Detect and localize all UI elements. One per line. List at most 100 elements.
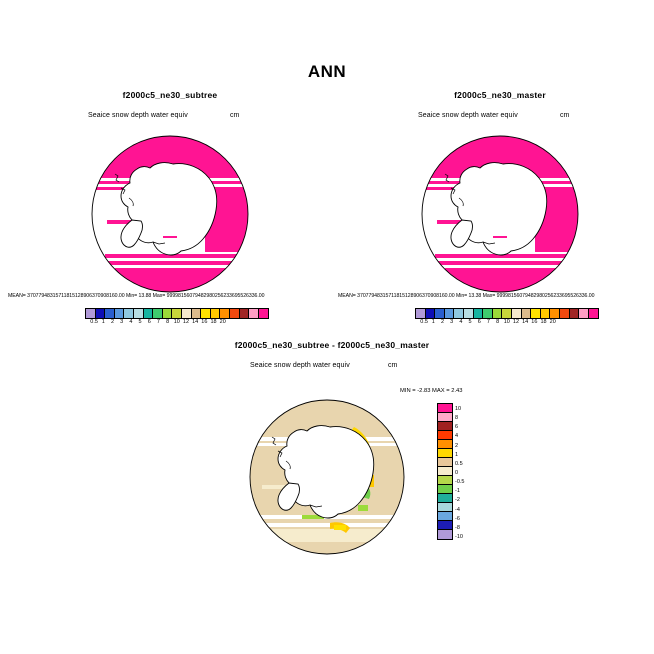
page-title: ANN (307, 62, 347, 81)
colorbar-tick: 18 (210, 319, 217, 325)
colorbar-tick: 0.5 (420, 319, 428, 325)
colorbar-swatch (220, 309, 230, 318)
colorbar-swatch (425, 309, 436, 318)
colorbar-swatch (473, 309, 484, 318)
colorbar-swatch (95, 309, 106, 318)
colorbar-swatch (438, 485, 452, 494)
colorbar-tick: -10 (455, 533, 463, 540)
map-subtree (85, 132, 255, 297)
colorbar-difference (437, 403, 453, 540)
colorbar-swatch (502, 309, 512, 318)
colorbar-tick: 12 (512, 319, 520, 325)
colorbar-swatch (550, 309, 560, 318)
colorbar-swatch (258, 309, 269, 318)
colorbar-tick: 10 (455, 406, 462, 412)
colorbar-swatch (105, 309, 115, 318)
colorbar-swatch (454, 309, 464, 318)
colorbar-tick: 8 (455, 415, 459, 422)
colorbar-swatch (153, 309, 163, 318)
panel-subtree-title: f2000c5_ne30_subtree (122, 90, 218, 100)
colorbar-tick: 7 (156, 319, 160, 325)
colorbar-swatch (569, 309, 580, 318)
colorbar-tick: 10 (173, 319, 180, 325)
panel-master-units: cm (560, 112, 570, 119)
colorbar-tick: -4 (455, 506, 460, 513)
panel-subtree: f2000c5_ne30_subtree Seaice snow depth w… (8, 90, 305, 330)
panel-difference-units: cm (388, 362, 398, 369)
colorbar-master-labels: 0.5 1 2 3 4 5 6 7 8 10 12 14 16 18 20 (420, 319, 558, 325)
colorbar-tick: 4 (455, 433, 459, 440)
colorbar-swatch (191, 309, 202, 318)
colorbar-swatch (444, 309, 455, 318)
panel-master-variable-label: Seaice snow depth water equiv (418, 112, 518, 119)
colorbar-swatch (229, 309, 240, 318)
colorbar-swatch (133, 309, 144, 318)
colorbar-swatch (416, 309, 426, 318)
colorbar-swatch (531, 309, 541, 318)
colorbar-tick: 1 (431, 319, 435, 325)
panel-subtree-stats: MEAN= 37077948315711815128906370908160.0… (8, 293, 265, 299)
colorbar-swatch (438, 476, 452, 485)
colorbar-tick: 8 (166, 319, 170, 325)
colorbar-tick: -1 (455, 488, 460, 495)
colorbar-swatch (162, 309, 173, 318)
colorbar-swatch (438, 413, 452, 422)
colorbar-tick: 20 (219, 319, 226, 325)
colorbar-tick: 2 (440, 319, 444, 325)
colorbar-swatch (114, 309, 125, 318)
panel-difference-variable-label: Seaice snow depth water equiv (250, 362, 350, 369)
colorbar-tick: 0.5 (455, 460, 463, 467)
colorbar-swatch (588, 309, 599, 318)
colorbar-tick: -6 (455, 515, 460, 522)
colorbar-tick: 14 (522, 319, 529, 325)
panel-subtree-variable-label: Seaice snow depth water equiv (88, 112, 188, 119)
colorbar-subtree-labels: 0.5 1 2 3 4 5 6 7 8 10 12 14 16 18 20 (90, 319, 228, 325)
colorbar-tick: 3 (120, 319, 124, 325)
colorbar-tick: 1 (455, 451, 459, 458)
colorbar-tick: 4 (459, 319, 463, 325)
map-master (415, 132, 585, 297)
colorbar-swatch (511, 309, 522, 318)
colorbar-tick: 1 (101, 319, 105, 325)
colorbar-swatch (483, 309, 493, 318)
colorbar-swatch (438, 494, 452, 503)
colorbar-swatch (249, 309, 259, 318)
colorbar-swatch (463, 309, 474, 318)
colorbar-swatch (181, 309, 192, 318)
colorbar-swatch (435, 309, 445, 318)
colorbar-swatch (201, 309, 211, 318)
colorbar-master (415, 308, 600, 319)
colorbar-tick: 0.5 (90, 319, 98, 325)
colorbar-tick: 20 (549, 319, 556, 325)
colorbar-tick: 7 (486, 319, 490, 325)
colorbar-swatch (438, 422, 452, 431)
colorbar-swatch (438, 458, 452, 467)
colorbar-tick: -8 (455, 524, 460, 531)
colorbar-tick: -0.5 (455, 479, 465, 486)
colorbar-swatch (210, 309, 221, 318)
colorbar-swatch (239, 309, 250, 318)
colorbar-tick: 12 (182, 319, 190, 325)
colorbar-swatch (438, 431, 452, 440)
colorbar-tick: 3 (450, 319, 454, 325)
map-difference (242, 397, 412, 557)
colorbar-tick: 0 (455, 469, 459, 476)
colorbar-tick: 2 (110, 319, 114, 325)
colorbar-tick: 16 (531, 319, 538, 325)
colorbar-tick: 10 (503, 319, 510, 325)
colorbar-tick: -2 (455, 497, 460, 504)
colorbar-swatch (86, 309, 96, 318)
colorbar-tick: 8 (496, 319, 500, 325)
panel-subtree-units: cm (230, 112, 240, 119)
colorbar-swatch (579, 309, 589, 318)
colorbar-tick: 5 (138, 319, 142, 325)
colorbar-swatch (172, 309, 182, 318)
colorbar-swatch (559, 309, 570, 318)
panel-master: f2000c5_ne30_master Seaice snow depth wa… (338, 90, 635, 330)
colorbar-swatch (492, 309, 503, 318)
panel-difference-title: f2000c5_ne30_subtree - f2000c5_ne30_mast… (234, 340, 430, 350)
colorbar-swatch (438, 521, 452, 530)
colorbar-tick: 5 (468, 319, 472, 325)
colorbar-swatch (521, 309, 532, 318)
colorbar-swatch (438, 530, 452, 539)
